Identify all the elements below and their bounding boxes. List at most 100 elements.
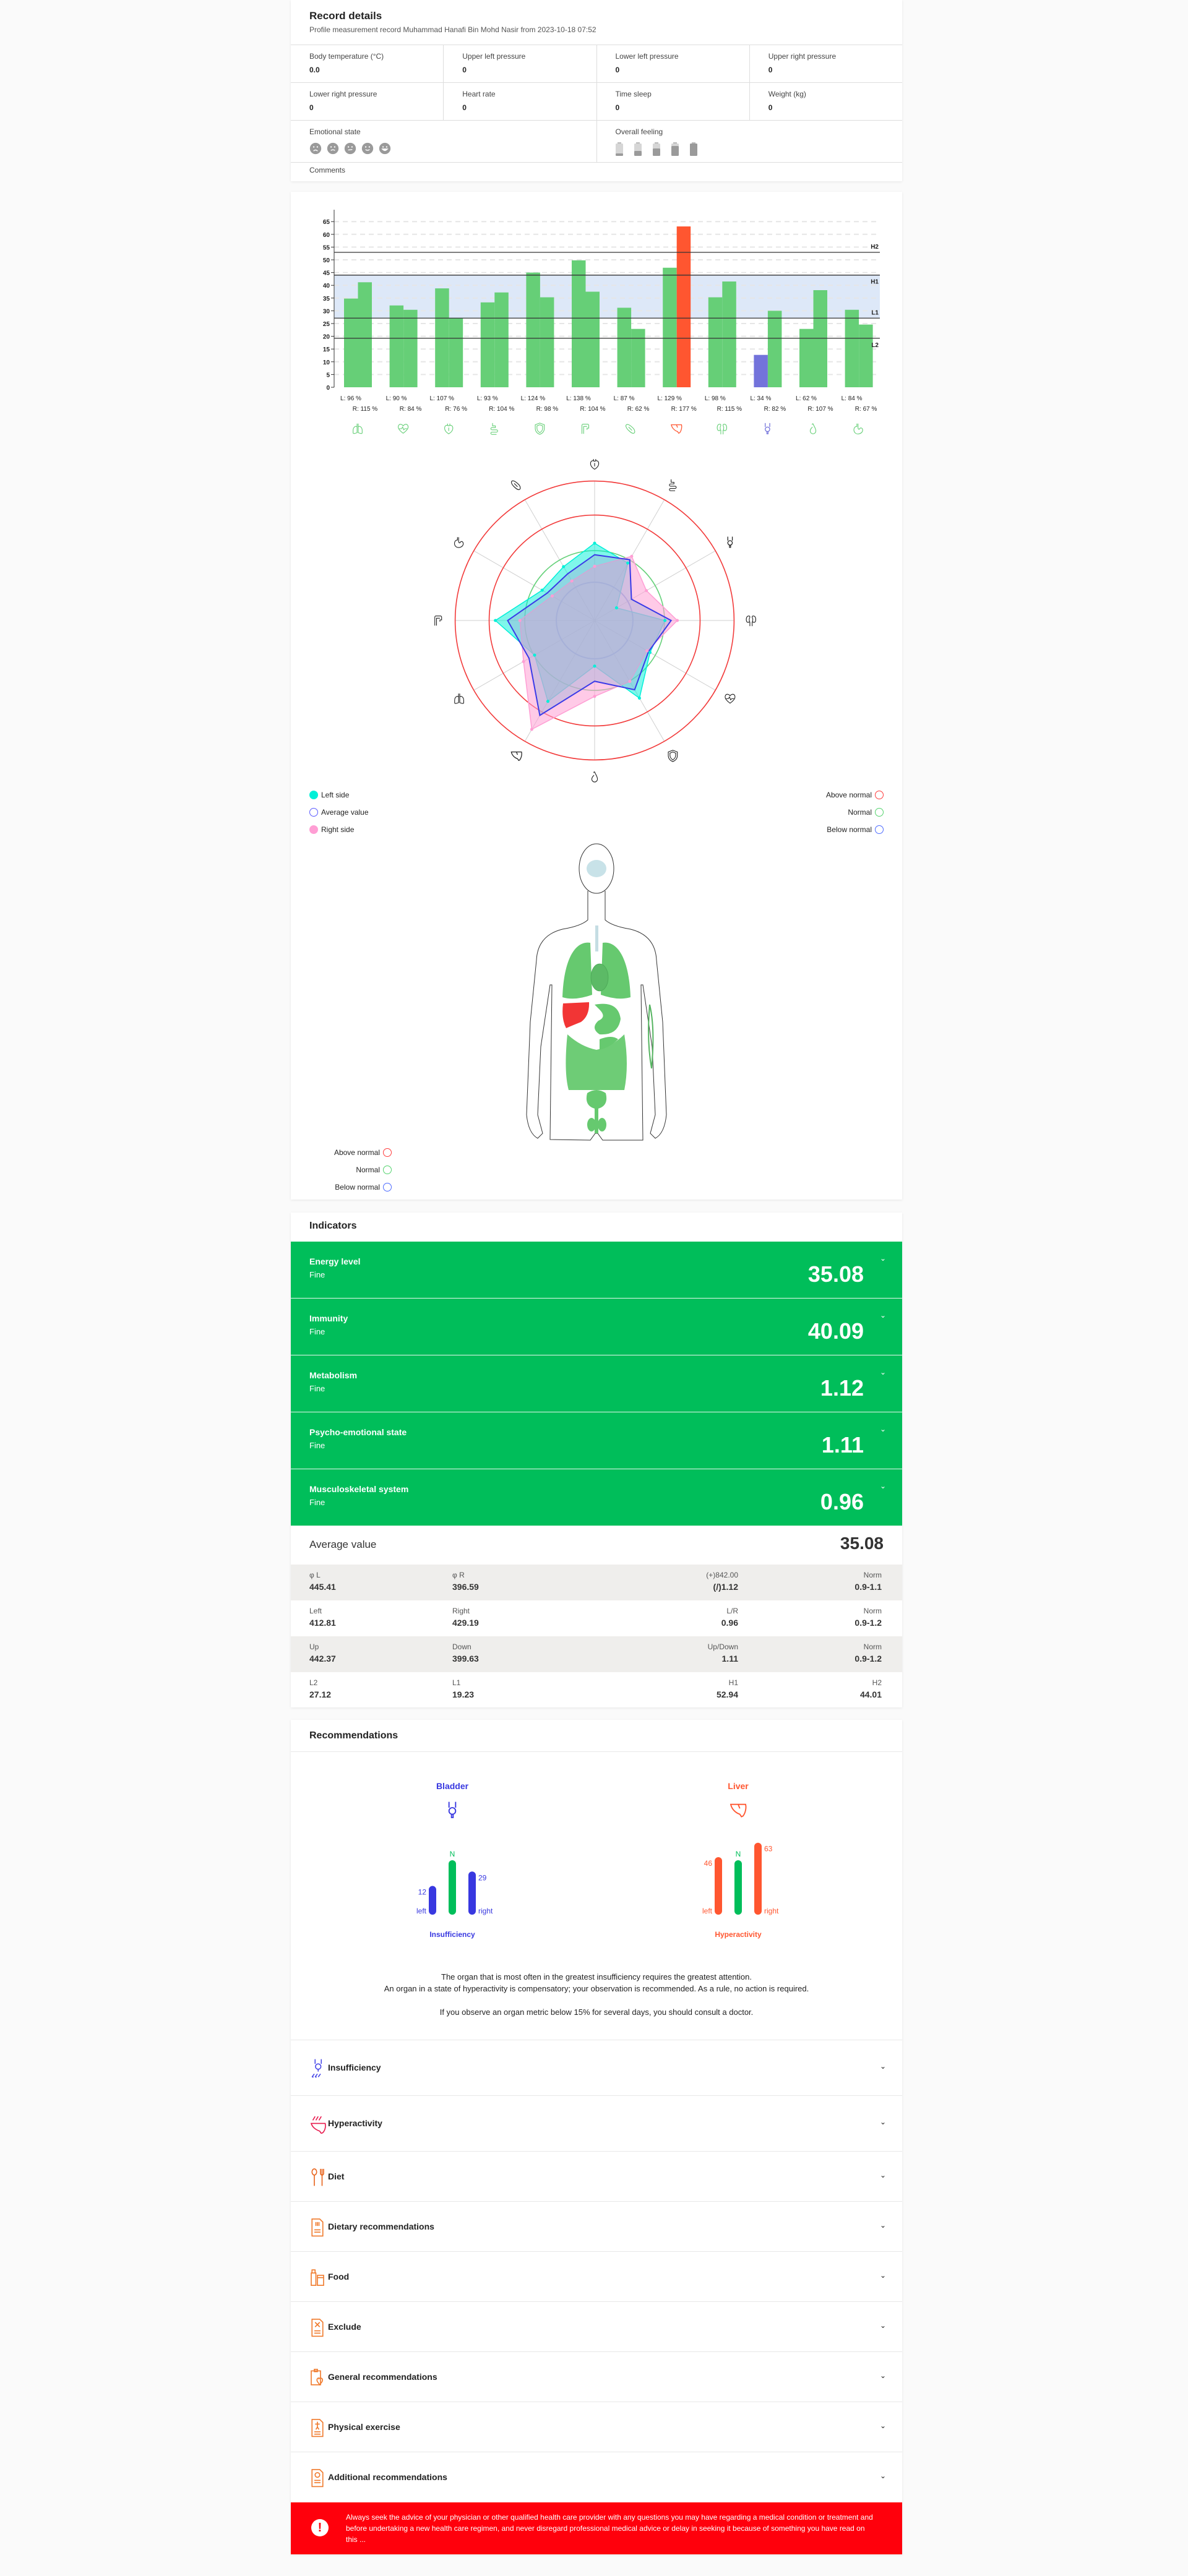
exercise-document-icon [311,2418,324,2437]
bar-left[interactable] [799,328,814,387]
bar-left[interactable] [708,297,723,387]
right-percent-label: R: 98 % [536,406,559,413]
chevron-down-icon[interactable]: ⌄ [879,1254,886,1263]
section-exclude[interactable]: Exclude ⌄ [291,2301,902,2351]
chevron-down-icon[interactable]: ⌄ [879,2220,886,2230]
legend-left-side: Left side [309,791,349,799]
average-label: Average value [309,1539,377,1550]
stats-value: 445.41 [309,1582,336,1592]
bar-left[interactable] [663,267,677,387]
bar-right[interactable] [767,311,782,387]
chevron-down-icon[interactable]: ⌄ [879,2421,886,2430]
legend-label: Normal [848,808,872,817]
kidneys-icon [717,424,726,435]
chevron-down-icon[interactable]: ⌄ [879,2471,886,2480]
normal-ring-icon [383,1166,392,1174]
bar-right[interactable] [358,282,372,387]
bar-right[interactable] [631,328,645,387]
chevron-down-icon[interactable]: ⌄ [879,2118,886,2126]
stats-value: (/)1.12 [713,1582,738,1592]
stats-label: L2 [309,1678,318,1687]
right-percent-label: R: 115 % [353,406,377,413]
left-percent-label: L: 90 % [386,395,407,402]
stats-label: (+)842.00 [706,1571,738,1579]
confused-face-icon[interactable] [344,142,356,155]
clipboard-heart-icon [311,2368,323,2385]
indicator-row[interactable]: Immunity Fine 40.09 ⌄ [291,1299,902,1355]
bar-left[interactable] [572,260,586,387]
battery-level-icon[interactable] [634,142,642,156]
chevron-down-icon[interactable]: ⌄ [879,1368,886,1376]
bladder-down-arrows-icon [311,2059,322,2078]
lungs-icon [455,693,464,703]
section-diet[interactable]: Diet ⌄ [291,2151,902,2201]
chevron-down-icon[interactable]: ⌄ [879,2062,886,2071]
section-additional-recommendations[interactable]: Additional recommendations ⌄ [291,2452,902,2502]
smile-face-icon[interactable] [361,142,374,155]
radar-left-point [533,653,536,657]
indicator-name: Psycho-emotional state [309,1427,407,1437]
bar-right[interactable] [585,291,600,388]
field-heart-rate: Heart rate 0 [444,83,597,120]
chevron-down-icon[interactable]: ⌄ [879,1311,886,1320]
stats-cell: Norm 0.9-1.1 [854,1571,882,1592]
battery-level-icon[interactable] [689,142,697,156]
legend-label: Above normal [334,1148,380,1157]
y-tick-label: 25 [323,321,330,328]
battery-level-icon[interactable] [671,142,679,156]
indicator-row[interactable]: Musculoskeletal system Fine 0.96 ⌄ [291,1469,902,1526]
bar-left[interactable] [435,288,449,387]
bar-left[interactable] [617,307,632,387]
chevron-down-icon[interactable]: ⌄ [879,1425,886,1433]
section-insufficiency[interactable]: Insufficiency ⌄ [291,2040,902,2095]
chevron-down-icon[interactable]: ⌄ [879,2321,886,2330]
indicator-row[interactable]: Psycho-emotional state Fine 1.11 ⌄ [291,1412,902,1469]
chevron-down-icon[interactable]: ⌄ [879,2170,886,2179]
bar-right[interactable] [449,317,463,387]
bar-left[interactable] [389,305,404,387]
legend-below-normal: Below normal [827,825,884,834]
bar-right[interactable] [676,226,691,387]
section-label: Hyperactivity [328,2118,382,2128]
bar-right[interactable] [722,281,736,387]
section-dietary-recommendations[interactable]: Dietary recommendations ⌄ [291,2201,902,2251]
bar-left[interactable] [526,272,540,387]
bar-right[interactable] [403,309,418,387]
chevron-down-icon[interactable]: ⌄ [879,2371,886,2380]
body-legend-above-normal: Above normal [291,1148,392,1157]
stats-value: 1.11 [721,1654,738,1664]
stats-label: φ L [309,1571,321,1579]
bar-right[interactable] [813,290,828,387]
large-intestine-icon [582,424,589,434]
happy-face-icon[interactable] [379,142,391,155]
legend-label: Above normal [825,791,872,799]
bar-left[interactable] [754,354,768,387]
liver-icon [731,1805,746,1817]
battery-level-icon[interactable] [652,142,660,156]
bar-right[interactable] [494,292,509,387]
bar-right[interactable] [859,324,873,387]
section-hyperactivity[interactable]: Hyperactivity ⌄ [291,2095,902,2151]
radar-average [507,554,673,716]
left-percent-label: L: 124 % [521,395,546,402]
indicator-row[interactable]: Energy level Fine 35.08 ⌄ [291,1242,902,1299]
battery-level-icon[interactable] [615,142,623,156]
bar-left[interactable] [344,298,358,387]
section-physical-exercise[interactable]: Physical exercise ⌄ [291,2402,902,2452]
body-organ-map [526,843,667,1141]
section-food[interactable]: Food ⌄ [291,2251,902,2301]
left-side-swatch [309,791,318,799]
left-percent-label: L: 96 % [340,395,361,402]
right-percent-label: R: 67 % [855,406,877,413]
chevron-down-icon[interactable]: ⌄ [879,1482,886,1490]
bar-left[interactable] [845,309,859,387]
section-general-recommendations[interactable]: General recommendations ⌄ [291,2351,902,2402]
sad-face-icon[interactable] [327,142,339,155]
bar-left[interactable] [480,302,495,387]
left-percent-label: L: 87 % [614,395,635,402]
bar-right[interactable] [540,297,554,387]
chevron-down-icon[interactable]: ⌄ [879,2270,886,2280]
check-document-icon [311,2469,324,2488]
very-sad-face-icon[interactable] [309,142,322,155]
indicator-row[interactable]: Metabolism Fine 1.12 ⌄ [291,1355,902,1412]
